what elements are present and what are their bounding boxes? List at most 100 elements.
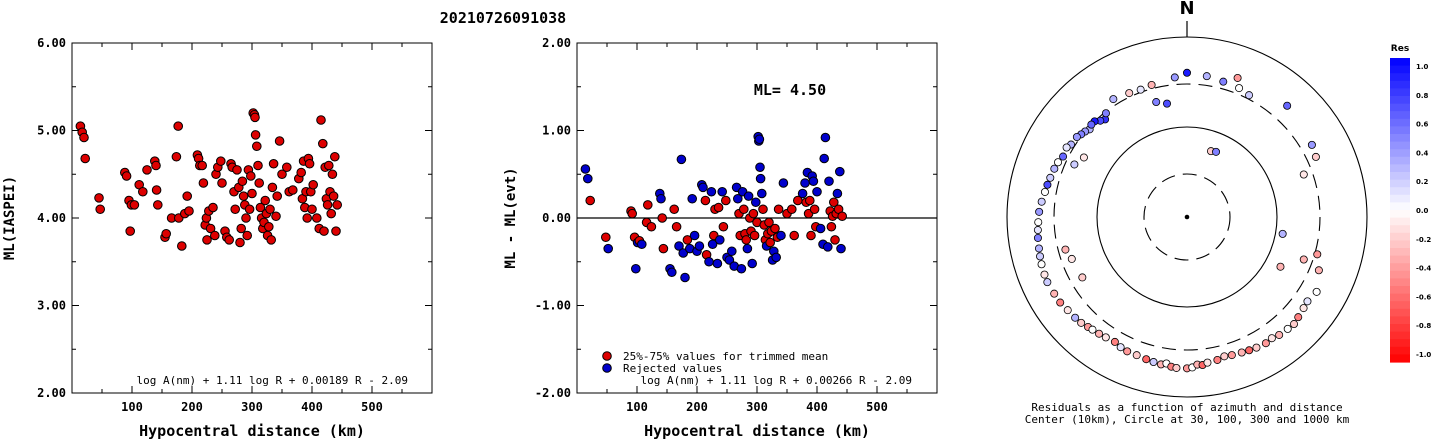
data-point bbox=[332, 200, 343, 210]
station-residual-point bbox=[1125, 89, 1134, 98]
data-point bbox=[272, 191, 283, 201]
data-point bbox=[823, 242, 833, 252]
station-residual-point bbox=[1163, 99, 1172, 108]
colorbar-segment bbox=[1390, 172, 1410, 181]
data-point bbox=[764, 217, 774, 228]
data-point bbox=[216, 156, 226, 166]
colorbar-tick-label: 0.2 bbox=[1416, 178, 1429, 186]
data-point bbox=[835, 166, 845, 177]
data-point bbox=[656, 193, 666, 204]
y-axis-label: ML - ML(evt) bbox=[503, 167, 519, 268]
station-residual-point bbox=[1299, 255, 1308, 264]
colorbar-segment bbox=[1390, 278, 1410, 287]
data-point bbox=[331, 226, 341, 236]
data-point bbox=[322, 200, 333, 210]
data-point bbox=[809, 204, 820, 215]
data-point bbox=[246, 171, 256, 181]
data-point bbox=[824, 176, 834, 187]
data-point bbox=[836, 243, 846, 254]
data-point bbox=[254, 178, 265, 188]
data-point bbox=[210, 230, 220, 241]
data-point bbox=[757, 188, 767, 199]
data-point bbox=[601, 232, 611, 243]
data-point bbox=[197, 160, 207, 171]
data-point bbox=[747, 258, 758, 269]
ml-annotation: ML= 4.50 bbox=[754, 81, 826, 99]
station-residual-point bbox=[1261, 339, 1270, 348]
legend-label: 25%-75% values for trimmed mean bbox=[623, 350, 828, 363]
data-point bbox=[177, 241, 187, 251]
data-point bbox=[789, 230, 800, 241]
colorbar-segment bbox=[1390, 217, 1410, 226]
station-residual-point bbox=[1079, 153, 1088, 162]
data-point bbox=[288, 185, 298, 195]
data-point bbox=[267, 182, 278, 193]
data-point bbox=[153, 200, 163, 210]
station-residual-point bbox=[1059, 152, 1068, 161]
station-residual-point bbox=[1050, 289, 1059, 298]
colorbar-tick-label: -0.8 bbox=[1416, 322, 1431, 330]
x-tick-label: 500 bbox=[361, 400, 383, 414]
polar-caption-line1: Residuals as a function of azimuth and d… bbox=[1031, 401, 1342, 414]
legend-marker bbox=[602, 351, 612, 361]
data-point bbox=[327, 169, 338, 180]
data-point bbox=[80, 153, 90, 164]
station-residual-point bbox=[1299, 304, 1308, 313]
data-point bbox=[657, 213, 668, 223]
data-point bbox=[268, 158, 279, 169]
data-point bbox=[751, 197, 761, 208]
data-point bbox=[324, 160, 334, 171]
station-residual-point bbox=[1278, 229, 1287, 238]
data-point bbox=[307, 204, 317, 215]
station-residual-point bbox=[1219, 77, 1228, 86]
data-point bbox=[274, 136, 285, 146]
station-residual-point bbox=[1313, 250, 1322, 259]
data-point bbox=[319, 226, 329, 236]
station-residual-point bbox=[1036, 252, 1045, 261]
data-point bbox=[236, 223, 246, 234]
station-residual-point bbox=[1307, 140, 1316, 149]
residual-polar-panel: N Residuals as a function of azimuth and … bbox=[1006, 0, 1368, 426]
station-residual-point bbox=[1033, 233, 1042, 242]
colorbar-segment bbox=[1390, 134, 1410, 143]
data-point bbox=[741, 235, 752, 245]
colorbar-segment bbox=[1390, 263, 1410, 272]
colorbar-segment bbox=[1390, 80, 1410, 89]
data-point bbox=[721, 195, 731, 206]
data-point bbox=[787, 204, 797, 215]
data-point bbox=[631, 263, 641, 274]
station-residual-point bbox=[1067, 254, 1076, 263]
data-point bbox=[282, 162, 292, 173]
y-tick-label: 1.00 bbox=[542, 124, 571, 138]
colorbar-segment bbox=[1390, 339, 1410, 348]
station-residual-point bbox=[1062, 143, 1071, 152]
data-point bbox=[743, 191, 754, 201]
data-point bbox=[217, 178, 227, 188]
data-point bbox=[687, 193, 698, 204]
data-point bbox=[815, 223, 826, 234]
station-residual-point bbox=[1311, 152, 1320, 161]
x-tick-label: 300 bbox=[746, 400, 768, 414]
station-residual-point bbox=[1227, 351, 1236, 360]
station-residual-point bbox=[1072, 132, 1081, 141]
station-residual-point bbox=[1172, 363, 1181, 372]
data-point bbox=[700, 195, 711, 206]
station-residual-point bbox=[1088, 325, 1097, 334]
data-point bbox=[266, 235, 277, 245]
colorbar-tick-label: 0.0 bbox=[1416, 207, 1429, 215]
data-point bbox=[698, 182, 708, 193]
data-point bbox=[171, 151, 182, 162]
data-point bbox=[676, 154, 687, 165]
station-residual-point bbox=[1050, 164, 1059, 173]
formula-text: log A(nm) + 1.11 log R + 0.00189 R - 2.0… bbox=[136, 374, 408, 387]
distance-ring bbox=[1143, 173, 1231, 261]
data-point bbox=[151, 160, 161, 171]
colorbar-segment bbox=[1390, 270, 1410, 279]
station-residual-point bbox=[1070, 160, 1079, 169]
data-point bbox=[776, 230, 786, 241]
data-point bbox=[302, 213, 313, 223]
data-point bbox=[151, 185, 162, 195]
data-point bbox=[318, 138, 328, 149]
colorbar-title: Res bbox=[1391, 44, 1409, 54]
station-residual-point bbox=[1252, 343, 1261, 352]
